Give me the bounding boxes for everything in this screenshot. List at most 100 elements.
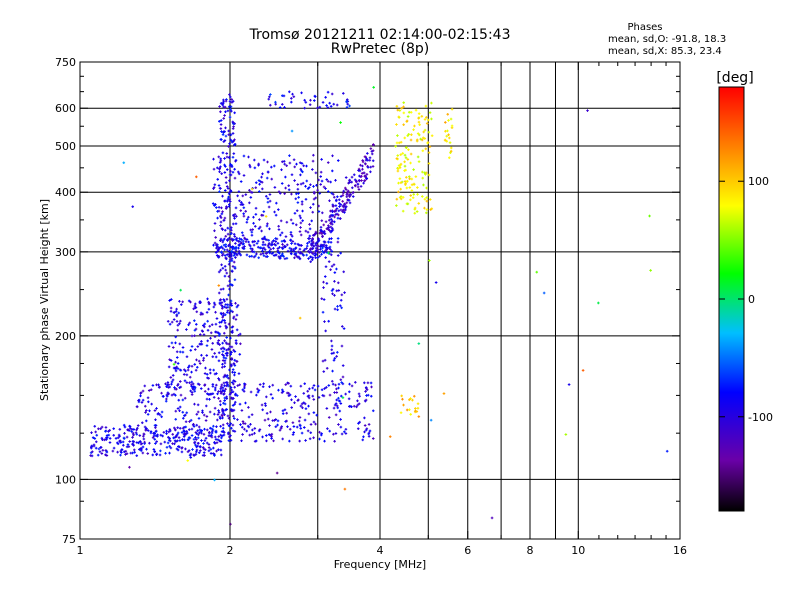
data-point <box>217 351 221 355</box>
data-point <box>176 382 180 386</box>
data-point <box>199 449 202 452</box>
data-point <box>170 298 173 301</box>
data-point <box>229 522 232 526</box>
data-point <box>274 213 278 217</box>
data-point <box>213 441 216 444</box>
data-point <box>213 229 216 233</box>
data-point <box>329 209 332 213</box>
data-point <box>158 453 162 457</box>
data-point <box>312 436 315 440</box>
data-point <box>229 302 232 306</box>
data-point <box>165 432 168 435</box>
data-point <box>247 415 251 419</box>
data-point <box>254 206 258 210</box>
data-point <box>218 343 221 346</box>
y-axis-label: Stationary phase Virtual Height [km] <box>38 199 51 401</box>
data-point <box>218 399 222 403</box>
data-point <box>350 180 353 184</box>
data-point <box>124 453 127 456</box>
data-point <box>172 363 176 366</box>
data-point <box>315 413 319 417</box>
data-point <box>229 190 233 193</box>
data-point <box>318 430 321 434</box>
data-point <box>208 368 212 372</box>
data-point <box>228 164 232 168</box>
data-point <box>220 301 224 304</box>
data-point <box>406 202 410 206</box>
data-point <box>218 105 221 108</box>
data-point <box>232 362 236 366</box>
data-point <box>277 228 281 231</box>
data-point <box>388 435 392 438</box>
data-point <box>212 243 215 247</box>
data-point <box>318 192 322 195</box>
data-point <box>328 429 331 433</box>
data-point <box>320 297 324 300</box>
data-point <box>182 430 186 433</box>
data-point <box>233 167 236 171</box>
data-point <box>282 255 285 258</box>
data-point <box>307 412 311 416</box>
data-point <box>218 332 222 336</box>
data-point <box>313 94 317 98</box>
data-point <box>298 214 302 218</box>
data-point <box>302 392 306 395</box>
data-point <box>312 192 316 195</box>
data-point <box>267 205 271 209</box>
data-point <box>409 194 413 197</box>
data-point <box>189 418 193 422</box>
data-point <box>331 214 335 217</box>
data-point <box>421 149 425 153</box>
data-point <box>338 399 342 403</box>
data-point <box>334 179 337 182</box>
data-point <box>221 210 224 213</box>
data-point <box>205 373 209 376</box>
data-point <box>430 101 433 105</box>
data-point <box>339 208 343 212</box>
data-point <box>224 126 227 130</box>
data-point <box>132 448 136 452</box>
data-point <box>151 384 155 387</box>
data-point <box>224 306 228 309</box>
data-point <box>265 434 268 437</box>
data-point <box>202 359 205 362</box>
data-point <box>184 369 187 373</box>
data-point <box>327 416 331 419</box>
data-point <box>253 254 257 258</box>
data-point <box>340 432 344 436</box>
data-point <box>217 155 221 159</box>
data-point <box>238 402 242 406</box>
data-point <box>258 182 261 186</box>
data-point <box>346 102 349 106</box>
data-point <box>364 390 367 393</box>
data-point <box>205 397 209 401</box>
data-point <box>132 433 135 437</box>
data-point <box>328 199 331 203</box>
data-point <box>232 233 236 236</box>
data-point <box>190 380 194 384</box>
x-axis-label: Frequency [MHz] <box>334 558 426 571</box>
data-point <box>324 187 327 190</box>
colorbar-tick-label: 0 <box>748 293 755 306</box>
data-point <box>270 437 273 440</box>
data-point <box>356 182 360 186</box>
data-point <box>337 382 341 386</box>
data-point <box>232 397 235 400</box>
data-point <box>177 398 181 402</box>
data-point <box>232 348 235 352</box>
data-point <box>139 394 142 398</box>
data-point <box>317 178 320 182</box>
data-point <box>243 382 246 386</box>
data-point <box>325 366 329 370</box>
data-point <box>171 374 175 377</box>
data-point <box>198 333 202 336</box>
data-point <box>330 379 334 383</box>
data-point <box>228 115 232 119</box>
data-point <box>212 305 216 309</box>
data-point <box>285 243 289 247</box>
data-point <box>401 397 404 401</box>
x-tick-label: 16 <box>673 544 687 557</box>
data-point <box>232 251 236 254</box>
data-point <box>203 454 206 457</box>
data-point <box>111 449 115 453</box>
